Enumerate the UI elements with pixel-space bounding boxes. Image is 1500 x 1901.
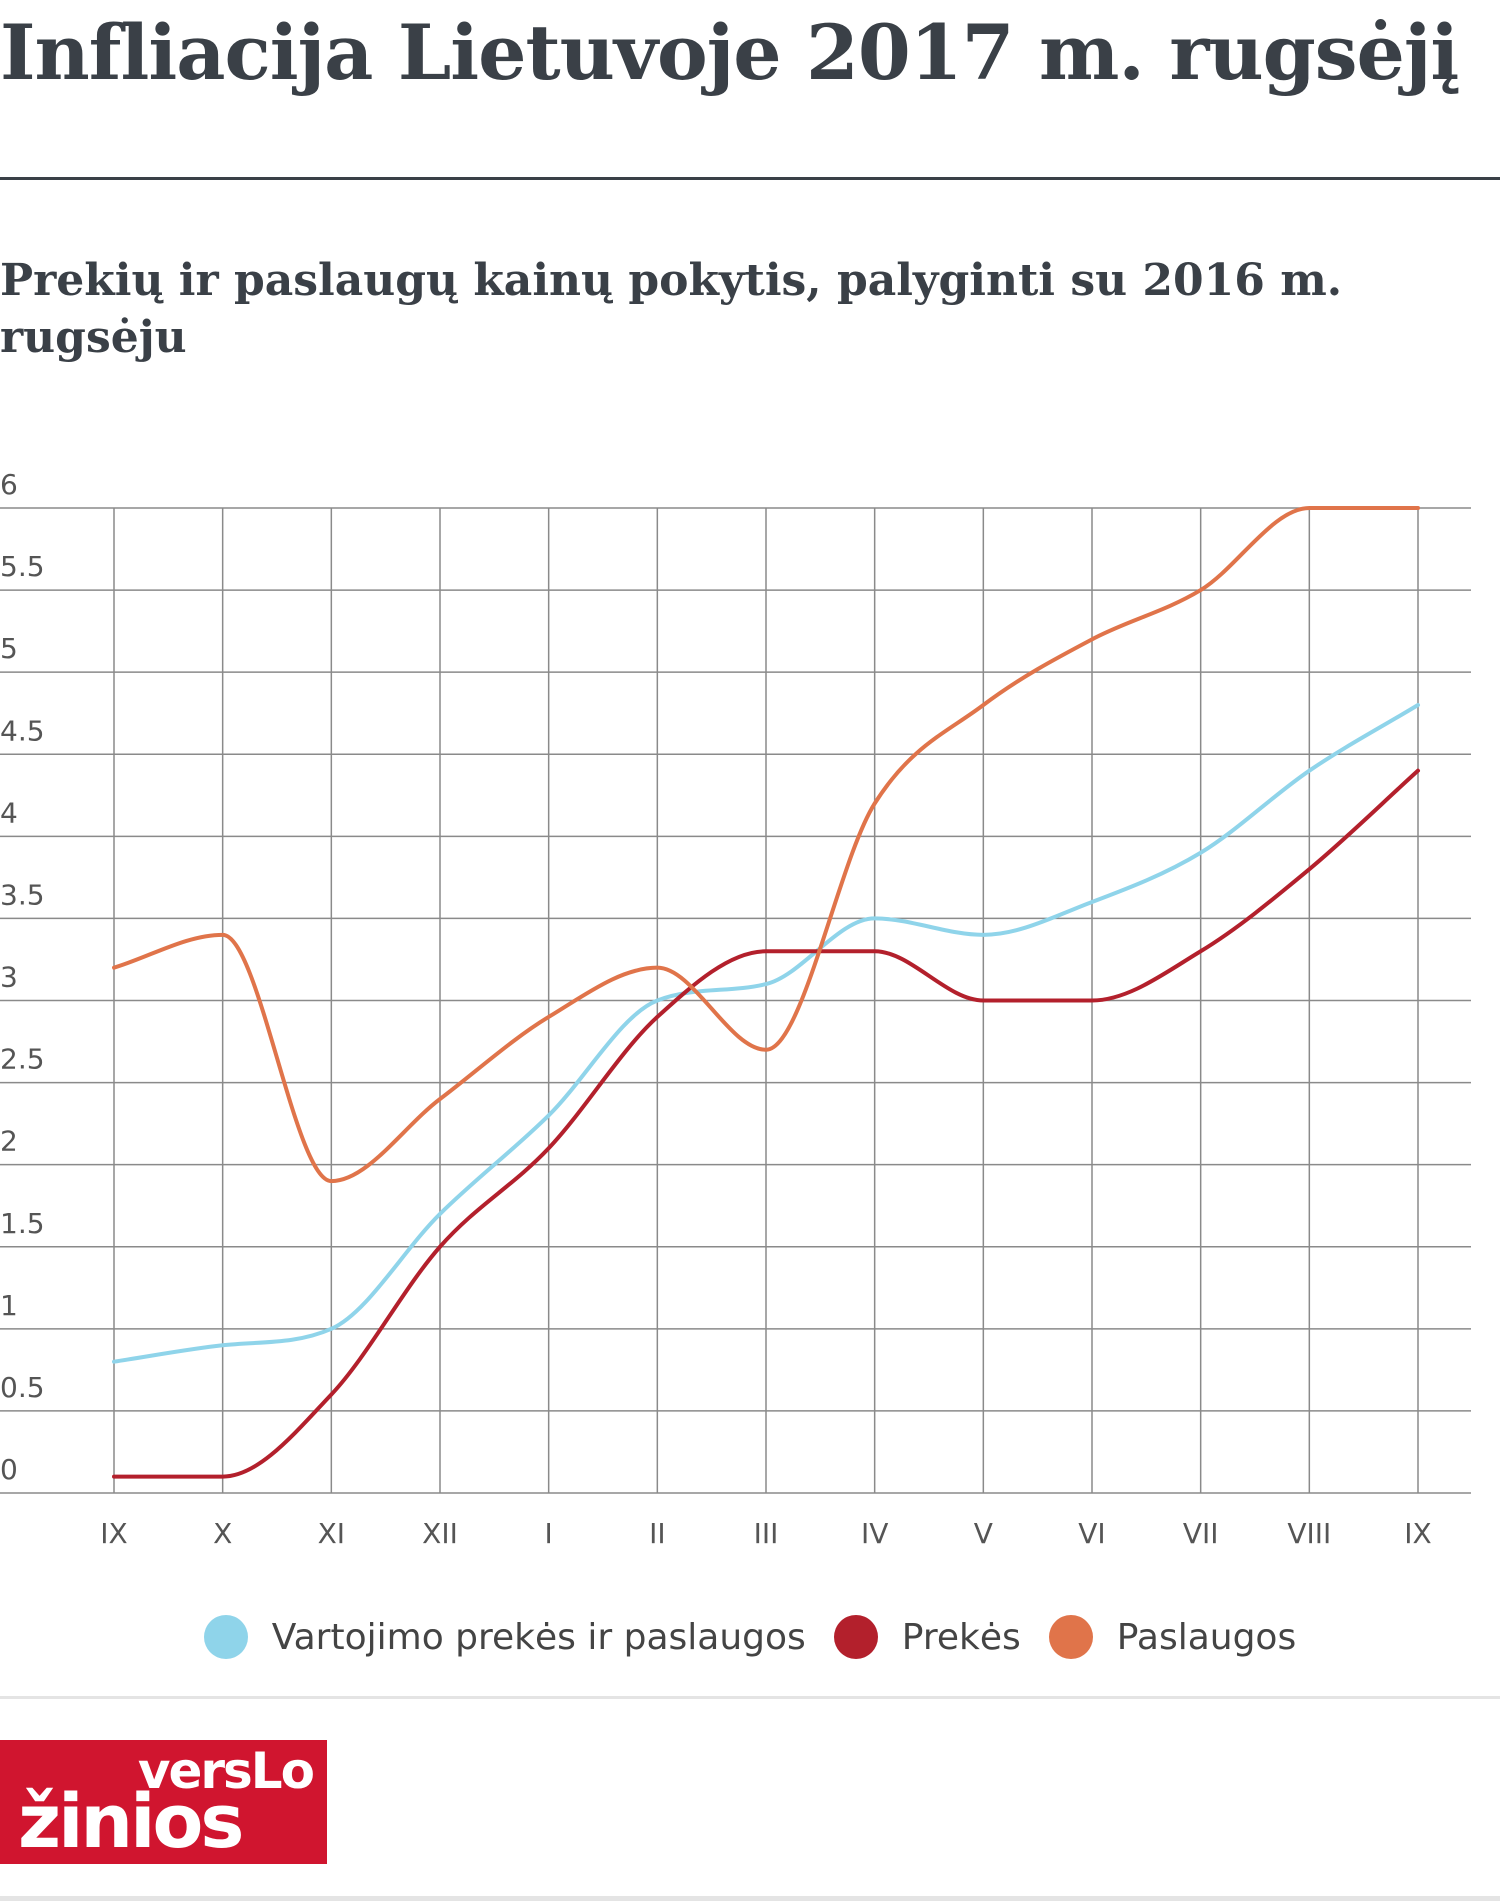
y-tick-label: 1.5: [0, 1207, 45, 1240]
y-tick-label: 2: [0, 1125, 18, 1158]
y-tick-label: 3: [0, 961, 18, 994]
legend-label: Paslaugos: [1116, 1616, 1297, 1658]
y-tick-label: 0: [0, 1453, 18, 1486]
x-tick-label: II: [649, 1517, 666, 1550]
legend-item: Paslaugos: [1048, 1615, 1297, 1659]
bottom-border: [0, 1896, 1500, 1901]
title-divider: [0, 177, 1500, 180]
series-line-2: [112, 768, 1420, 1479]
x-tick-label: IX: [100, 1517, 127, 1550]
x-tick-label: VII: [1183, 1517, 1219, 1550]
y-tick-label: 1: [0, 1289, 18, 1322]
legend-swatch-icon: [203, 1615, 248, 1659]
legend-item: Prekės: [833, 1615, 1021, 1659]
logo-text: versLo: [137, 1742, 315, 1800]
x-tick-label: IV: [861, 1517, 888, 1550]
y-tick-label: 5.5: [0, 550, 45, 583]
y-tick-label: 3.5: [0, 878, 45, 911]
x-tick-label: III: [754, 1517, 779, 1550]
y-tick-label: 6: [0, 468, 18, 501]
legend-label: Vartojimo prekės ir paslaugos: [271, 1616, 806, 1658]
y-tick-label: 4: [0, 796, 18, 829]
x-tick-label: X: [213, 1517, 232, 1550]
x-tick-label: VI: [1078, 1517, 1105, 1550]
legend-item: Vartojimo prekės ir paslaugos: [203, 1615, 806, 1659]
versl-zinios-logo: versLo žinios: [0, 1740, 327, 1864]
x-tick-label: VIII: [1287, 1517, 1331, 1550]
x-tick-label: IX: [1404, 1517, 1431, 1550]
series-line-3: [112, 506, 1420, 1184]
x-tick-label: I: [545, 1517, 553, 1550]
legend: Vartojimo prekės ir paslaugos Prekės Pas…: [0, 1615, 1500, 1659]
legend-label: Prekės: [901, 1616, 1021, 1658]
y-tick-label: 4.5: [0, 714, 45, 747]
y-tick-label: 2.5: [0, 1043, 45, 1076]
chart-subtitle: Prekių ir paslaugų kainų pokytis, palygi…: [0, 255, 1343, 363]
x-tick-label: XI: [318, 1517, 345, 1550]
y-tick-label: 0.5: [0, 1371, 45, 1404]
y-tick-label: 5: [0, 632, 18, 665]
legend-swatch-icon: [833, 1615, 878, 1659]
x-tick-label: V: [974, 1517, 993, 1550]
chart-title: Infliacija Lietuvoje 2017 m. rugsėjį: [0, 8, 1459, 97]
x-tick-label: XII: [422, 1517, 458, 1550]
footer-divider: [0, 1696, 1500, 1699]
legend-swatch-icon: [1048, 1615, 1093, 1659]
series-line-1: [112, 703, 1420, 1364]
logo-text: žinios: [18, 1779, 244, 1865]
